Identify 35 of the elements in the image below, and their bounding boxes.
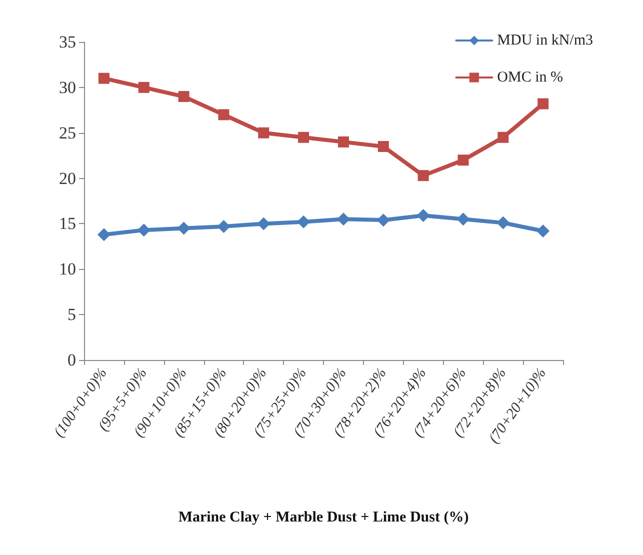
point xyxy=(456,212,470,226)
point xyxy=(418,170,429,182)
point xyxy=(137,224,150,237)
y-tick-label: 30 xyxy=(59,78,76,97)
point xyxy=(257,217,270,230)
legend-label: OMC in % xyxy=(497,70,564,86)
point xyxy=(536,224,550,238)
point xyxy=(98,72,110,84)
y-tick-label: 10 xyxy=(59,260,76,279)
point xyxy=(177,222,190,235)
y-tick-label: 35 xyxy=(59,32,76,52)
x-axis-title: Marine Clay + Marble Dust + Lime Dust (%) xyxy=(178,510,469,526)
point xyxy=(496,216,510,230)
point xyxy=(538,98,549,110)
point xyxy=(178,91,190,102)
point xyxy=(458,154,469,166)
point xyxy=(338,136,349,148)
point xyxy=(498,132,509,143)
point xyxy=(298,132,310,143)
y-tick-label: 25 xyxy=(59,123,76,142)
point xyxy=(97,228,110,242)
y-tick-label: 15 xyxy=(59,214,76,234)
point xyxy=(416,209,430,222)
point xyxy=(336,212,350,226)
y-tick-label: 5 xyxy=(68,305,76,324)
y-tick-label: 0 xyxy=(68,350,76,370)
y-tick-label: 20 xyxy=(59,168,76,188)
point xyxy=(218,109,230,120)
point xyxy=(138,82,150,93)
point xyxy=(217,220,230,233)
point xyxy=(376,214,390,227)
point xyxy=(258,127,270,138)
point xyxy=(297,215,310,228)
point xyxy=(378,140,389,152)
legend-label: MDU in kN/m3 xyxy=(497,32,594,48)
